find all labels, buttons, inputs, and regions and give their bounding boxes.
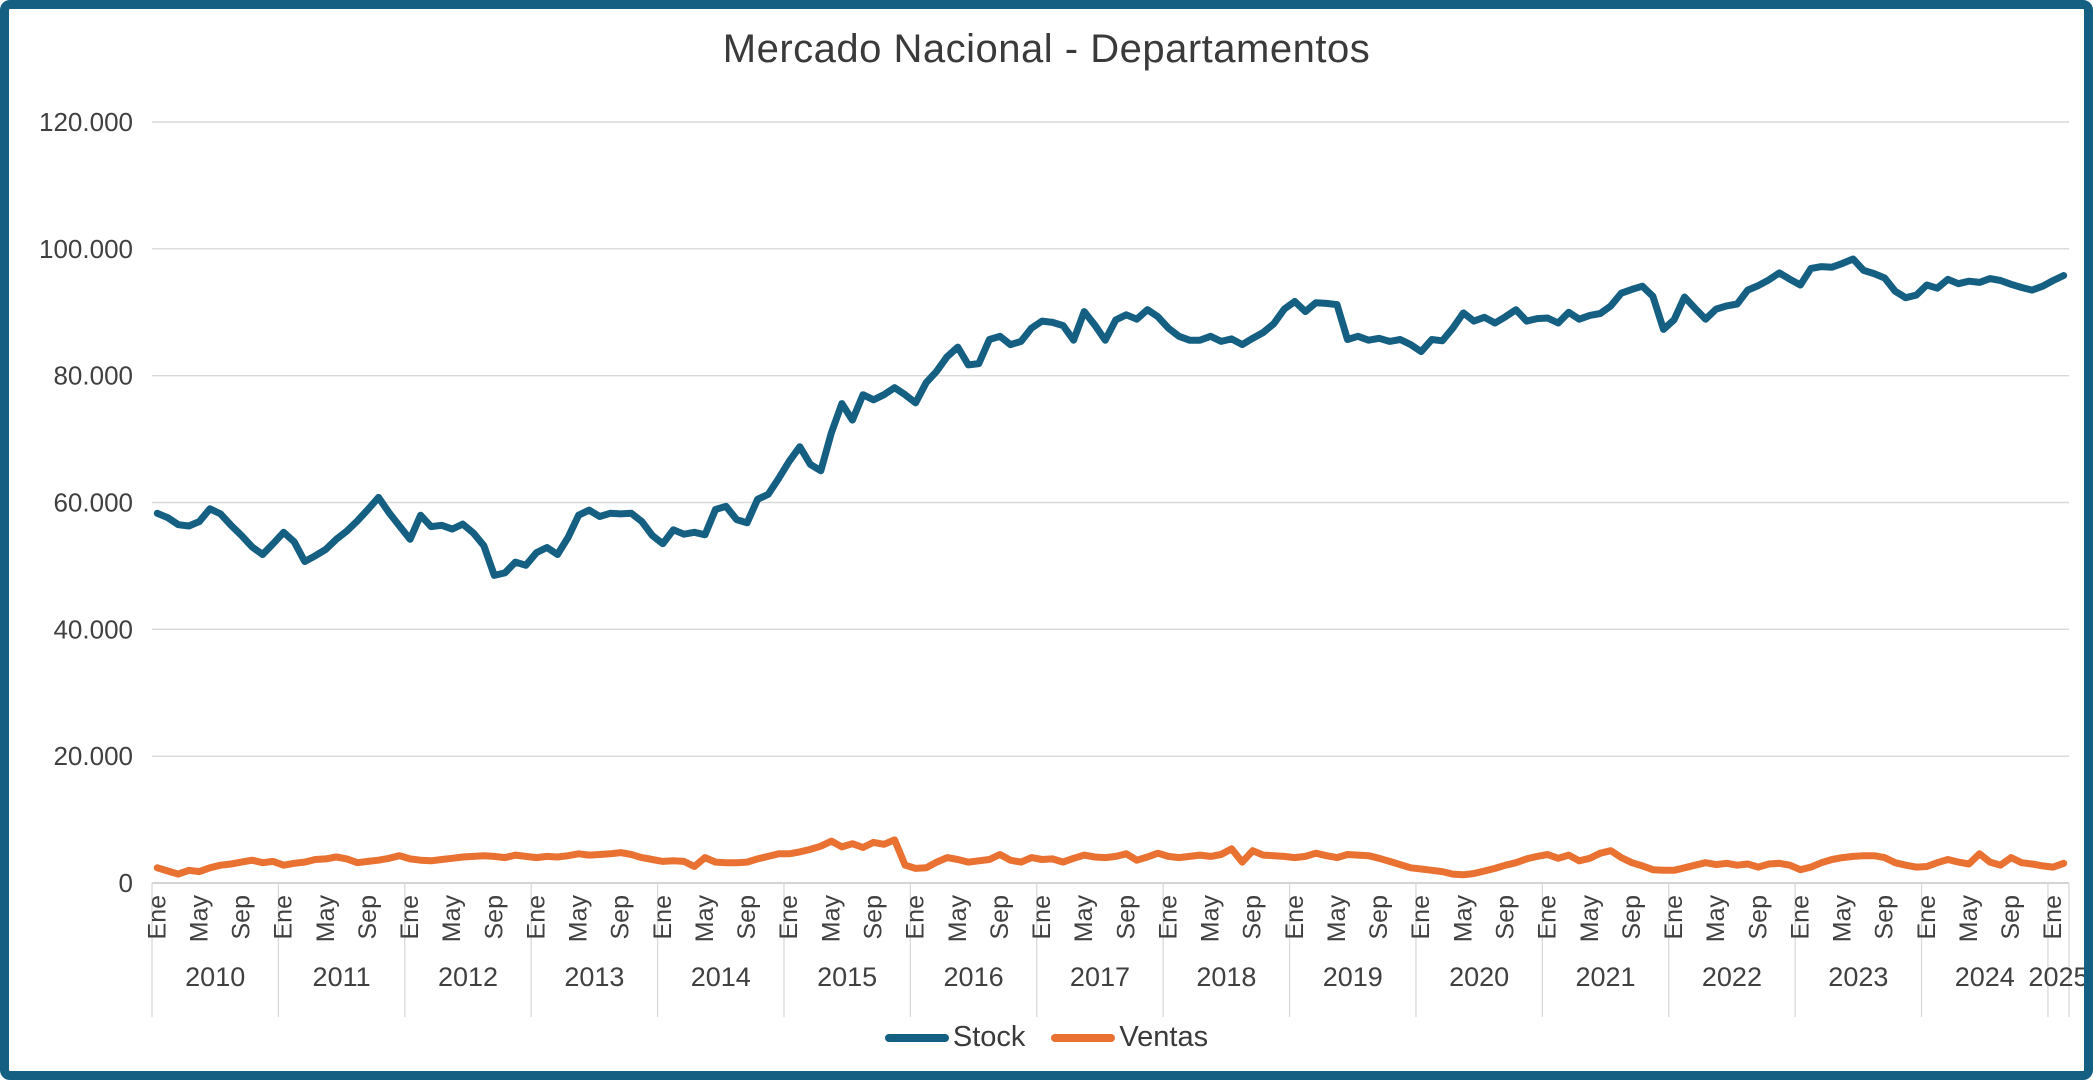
y-tick-label: 80.000 (53, 361, 133, 391)
chart-title: Mercado Nacional - Departamentos (722, 27, 1371, 71)
year-label: 2014 (691, 962, 751, 992)
x-month-label: Sep (1997, 895, 2025, 939)
ventas-line (153, 836, 2068, 879)
x-month-label: Ene (396, 895, 424, 939)
legend: Stock Ventas (9, 1021, 2084, 1054)
x-month-label: Ene (902, 895, 930, 939)
year-label: 2016 (944, 962, 1004, 992)
legend-item-stock: Stock (884, 1021, 1026, 1054)
x-month-label: Ene (1281, 895, 1309, 939)
x-month-label: Ene (2039, 895, 2067, 939)
x-month-label: Sep (1744, 895, 1772, 939)
x-month-label: May (1323, 895, 1351, 943)
y-tick-label: 120.000 (39, 107, 133, 137)
x-month-label: Ene (1407, 895, 1435, 939)
year-label: 2015 (817, 962, 877, 992)
y-tick-label: 20.000 (53, 741, 133, 771)
year-label: 2019 (1323, 962, 1383, 992)
x-month-label: May (1576, 895, 1604, 943)
legend-label-ventas: Ventas (1119, 1021, 1209, 1053)
x-month-label: Sep (354, 895, 382, 939)
x-month-label: May (312, 895, 340, 943)
y-tick-label: 100.000 (39, 234, 133, 264)
stock-line-swatch (884, 1033, 949, 1042)
x-month-label: Sep (607, 895, 635, 939)
x-month-label: Sep (986, 895, 1014, 939)
year-label: 2012 (438, 962, 498, 992)
year-label: 2021 (1576, 962, 1636, 992)
x-month-label: Sep (733, 895, 761, 939)
x-month-label: Sep (1618, 895, 1646, 939)
x-month-label: May (691, 895, 719, 943)
year-label: 2018 (1196, 962, 1256, 992)
x-month-label: Ene (1534, 895, 1562, 939)
x-month-label: Sep (228, 895, 256, 939)
x-month-label: May (817, 895, 845, 943)
legend-item-ventas: Ventas (1051, 1021, 1208, 1054)
x-month-label: Sep (1491, 895, 1519, 939)
year-label: 2010 (185, 962, 245, 992)
chart-plot-area: 0 20.000 40.000 60.000 80.000 100.000 120.000 2… (39, 107, 2088, 1017)
x-month-label: Ene (1913, 895, 1941, 939)
year-label: 2011 (313, 962, 371, 992)
y-tick-label: 0 (119, 868, 133, 898)
year-label: 2025 (2028, 962, 2088, 992)
x-month-label: May (565, 895, 593, 943)
x-month-label: Sep (480, 895, 508, 939)
year-label: 2022 (1702, 962, 1762, 992)
y-tick-label: 40.000 (53, 614, 133, 644)
x-month-label: Ene (1154, 895, 1182, 939)
y-tick-label: 60.000 (53, 488, 133, 518)
year-label: 2017 (1070, 962, 1130, 992)
x-month-label: Ene (775, 895, 803, 939)
x-month-label: Ene (143, 895, 171, 939)
ventas-line-swatch (1051, 1033, 1116, 1042)
x-month-label: Sep (1365, 895, 1393, 939)
x-month-label: Sep (860, 895, 888, 939)
legend-label-stock: Stock (952, 1021, 1026, 1053)
x-month-label: Sep (1871, 895, 1899, 939)
x-month-label: May (1702, 895, 1730, 943)
x-month-label: Ene (1786, 895, 1814, 939)
x-month-label: Ene (1660, 895, 1688, 939)
stock-line (153, 255, 2068, 579)
x-month-label: May (185, 895, 213, 943)
year-label: 2013 (564, 962, 624, 992)
x-month-label: Sep (1239, 895, 1267, 939)
year-label: 2024 (1955, 962, 2015, 992)
year-label: 2023 (1828, 962, 1888, 992)
x-month-label: May (1449, 895, 1477, 943)
x-month-label: May (1955, 895, 1983, 943)
x-month-label: Ene (1028, 895, 1056, 939)
x-month-label: May (1070, 895, 1098, 943)
x-month-label: Ene (270, 895, 298, 939)
x-month-label: Ene (522, 895, 550, 939)
x-month-label: Sep (1112, 895, 1140, 939)
x-month-label: Ene (649, 895, 677, 939)
x-month-label: May (1197, 895, 1225, 943)
year-label: 2020 (1449, 962, 1509, 992)
x-month-label: May (438, 895, 466, 943)
x-month-label: May (944, 895, 972, 943)
x-month-label: May (1829, 895, 1857, 943)
